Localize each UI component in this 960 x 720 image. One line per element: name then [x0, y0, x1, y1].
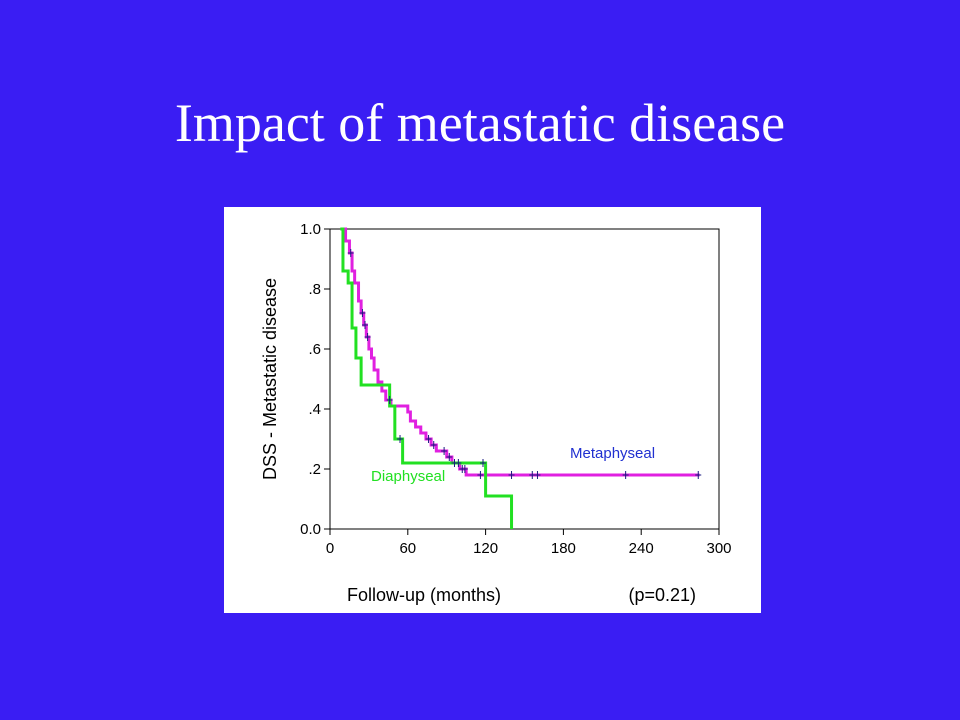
plot-frame — [329, 228, 720, 530]
x-tick-label: 0 — [326, 540, 334, 557]
y-tick-label: .2 — [308, 461, 321, 478]
censor-mark — [386, 396, 393, 404]
x-tick-label: 60 — [399, 540, 416, 557]
censor-mark — [425, 435, 432, 443]
censor-mark — [364, 333, 371, 341]
censor-mark — [477, 471, 484, 479]
censor-mark — [534, 471, 541, 479]
censor-mark — [347, 249, 354, 257]
series-line-metaphyseal — [340, 227, 700, 477]
censor-mark — [359, 309, 366, 317]
p-value-label: (p=0.21) — [628, 585, 696, 605]
censor-mark — [430, 441, 437, 449]
x-axis-ticks: 0 60 120 180 240 300 — [326, 529, 732, 557]
censor-mark — [529, 471, 536, 479]
y-tick-label: .8 — [308, 281, 321, 298]
series-label-metaphyseal: Metaphyseal — [570, 445, 655, 462]
y-tick-label: 1.0 — [300, 221, 321, 238]
y-tick-label: .4 — [308, 401, 321, 418]
y-tick-label: .6 — [308, 341, 321, 358]
censor-mark — [397, 435, 404, 443]
censor-marks — [347, 249, 702, 479]
censor-mark — [461, 465, 468, 473]
censor-mark — [695, 471, 702, 479]
slide-title: Impact of metastatic disease — [174, 93, 786, 153]
y-axis-ticks: 0.0 .2 .4 .6 .8 1.0 — [300, 221, 330, 538]
y-axis-label: DSS - Metastatic disease — [260, 278, 280, 480]
censor-mark — [455, 459, 462, 467]
y-tick-label: 0.0 — [300, 521, 321, 538]
x-tick-label: 240 — [629, 540, 654, 557]
censor-mark — [622, 471, 629, 479]
x-tick-label: 180 — [551, 540, 576, 557]
x-tick-label: 120 — [473, 540, 498, 557]
survival-chart: 0 60 120 180 240 300 0.0 .2 .4 .6 .8 1.0 DSS - Met… — [260, 221, 732, 605]
censor-mark — [446, 453, 453, 461]
censor-mark — [508, 471, 515, 479]
chart-panel: 0 60 120 180 240 300 0.0 .2 .4 .6 .8 1.0 DSS - Met… — [224, 207, 761, 613]
censor-mark — [362, 321, 369, 329]
series-label-diaphyseal: Diaphyseal — [371, 468, 445, 485]
x-axis-label: Follow-up (months) — [347, 585, 501, 605]
censor-mark — [441, 447, 448, 455]
censor-mark — [480, 459, 487, 467]
x-tick-label: 300 — [706, 540, 731, 557]
